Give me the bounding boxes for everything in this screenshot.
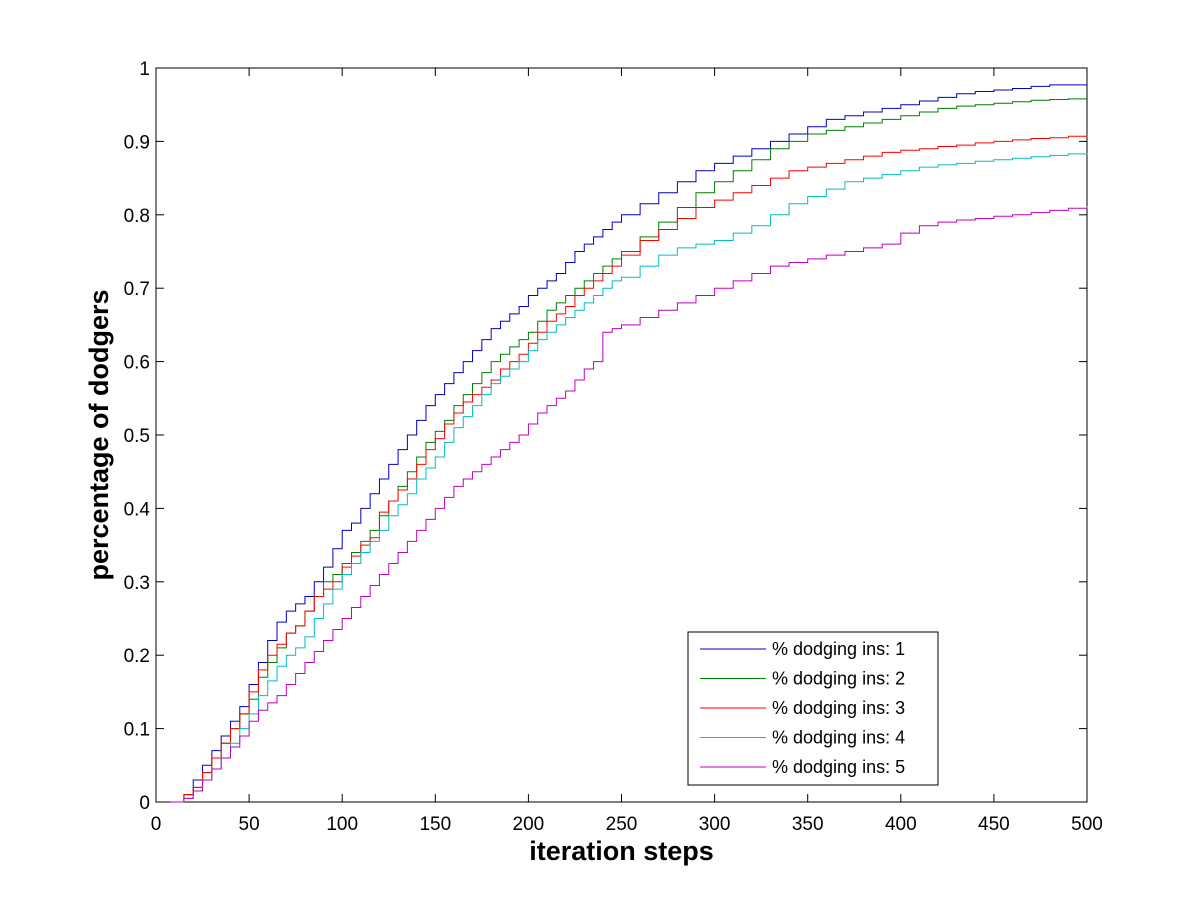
legend: % dodging ins: 1 % dodging ins: 2 % dodgin… (687, 631, 939, 786)
x-tick-label: 350 (792, 814, 824, 835)
x-axis-title: iteration steps (529, 836, 714, 866)
legend-label-1: % dodging ins: 1 (772, 639, 905, 659)
y-tick-label: 0.1 (124, 720, 150, 741)
y-tick-label: 0.9 (124, 132, 150, 153)
x-tick-label: 250 (606, 814, 638, 835)
x-tick-label: 150 (419, 814, 451, 835)
y-tick-label: 1 (139, 59, 150, 80)
y-tick-label: 0.3 (124, 573, 150, 594)
series-line-5 (170, 205, 1088, 803)
axes-box (155, 67, 1088, 803)
legend-label-5: % dodging ins: 5 (772, 757, 905, 777)
x-tick-label: 0 (151, 814, 162, 835)
x-tick-label: 100 (326, 814, 358, 835)
ticks-group: 0 50 100 150 200 250 300 350 400 450 500 0 0.1 0.2 0.3… (124, 59, 1103, 835)
x-tick-label: 450 (978, 814, 1010, 835)
x-tick-label: 400 (885, 814, 917, 835)
y-tick-label: 0.7 (124, 279, 150, 300)
x-tick-label: 300 (699, 814, 731, 835)
labels-group: iteration steps percentage of dodgers (84, 289, 714, 866)
y-tick-label: 0.4 (124, 499, 151, 520)
y-tick-label: 0.8 (124, 206, 150, 227)
plot-area: 0 50 100 150 200 250 300 350 400 450 500 0 0.1 0.2 0.3… (124, 59, 1103, 835)
series-line-4 (170, 153, 1088, 803)
legend-label-4: % dodging ins: 4 (772, 728, 905, 748)
y-tick-label: 0.6 (124, 353, 150, 374)
y-tick-label: 0 (139, 793, 150, 814)
legend-label-3: % dodging ins: 3 (772, 698, 905, 718)
legend-label-2: % dodging ins: 2 (772, 669, 905, 689)
x-tick-label: 200 (513, 814, 545, 835)
x-tick-label: 50 (239, 814, 260, 835)
series-group (170, 84, 1088, 803)
y-tick-label: 0.2 (124, 646, 150, 667)
x-tick-label: 500 (1071, 814, 1103, 835)
y-tick-label: 0.5 (124, 426, 150, 447)
y-axis-title: percentage of dodgers (84, 289, 114, 580)
series-line-1 (170, 84, 1087, 803)
